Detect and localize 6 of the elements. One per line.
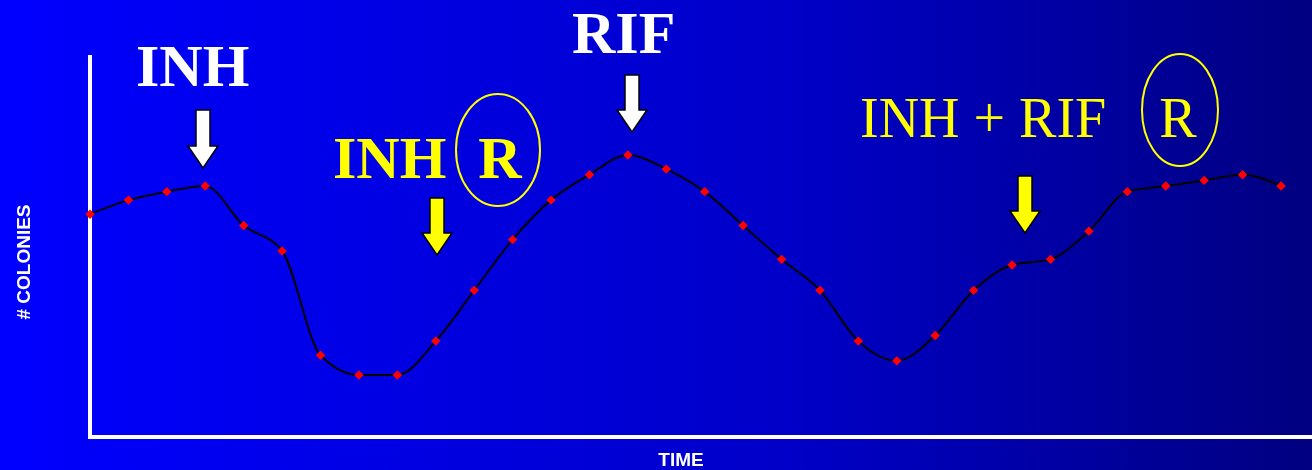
- x-axis-title: TIME: [658, 449, 704, 470]
- text: RIF: [572, 0, 676, 66]
- y-axis-title: # COLONIES: [13, 204, 34, 320]
- text: INH + RIF R: [860, 87, 1198, 149]
- text: INH: [136, 33, 250, 99]
- annotation: INH R: [333, 125, 523, 191]
